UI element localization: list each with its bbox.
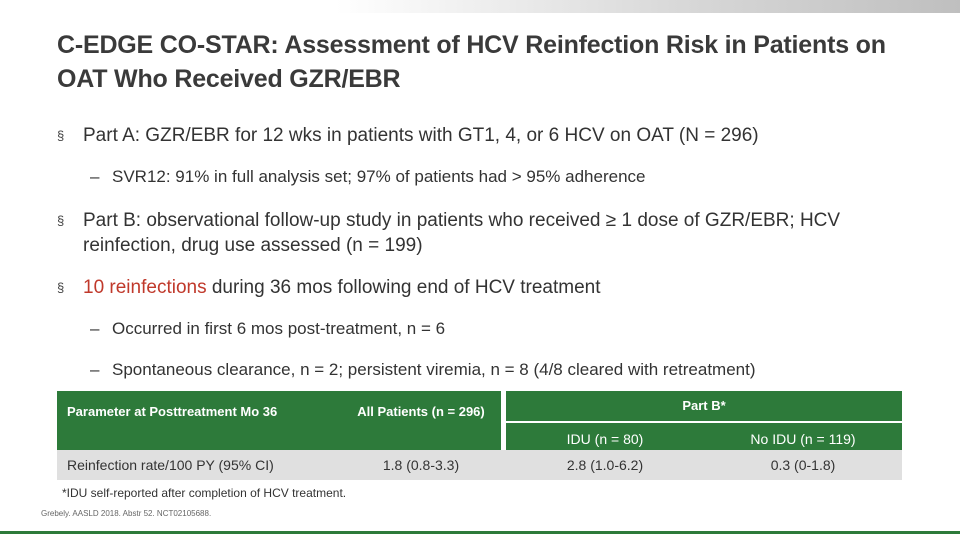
bullet-part-b-text: Part B: observational follow-up study in… (83, 210, 841, 256)
top-gradient-bar (0, 0, 960, 13)
cell-parameter: Reinfection rate/100 PY (95% CI) (67, 457, 274, 473)
reinfections-rest: during 36 mos following end of HCV treat… (206, 277, 601, 298)
cell-no-idu: 0.3 (0-1.8) (770, 457, 836, 473)
citation: Grebely. AASLD 2018. Abstr 52. NCT021056… (41, 509, 212, 518)
slide-title: C-EDGE CO-STAR: Assessment of HCV Reinfe… (57, 31, 886, 93)
dash-marker: – (90, 167, 100, 186)
sub-bullet-spontaneous-text: Spontaneous clearance, n = 2; persistent… (112, 360, 756, 379)
cell-idu: 2.8 (1.0-6.2) (566, 457, 644, 473)
reinfection-table: Parameter at Posttreatment Mo 36 All Pat… (57, 391, 902, 480)
footnote: *IDU self-reported after completion of H… (62, 486, 347, 500)
bullet-marker: § (57, 213, 65, 228)
sub-bullet-spontaneous: – Spontaneous clearance, n = 2; persisten… (90, 359, 756, 381)
bullet-marker: § (57, 280, 65, 295)
header-idu: IDU (n = 80) (506, 421, 704, 450)
bullet-part-a: § Part A: GZR/EBR for 12 wks in patients… (57, 123, 927, 148)
bottom-accent-bar (0, 531, 960, 534)
header-no-idu: No IDU (n = 119) (704, 421, 902, 450)
bullet-part-b: § Part B: observational follow-up study … (57, 208, 927, 258)
bullet-part-a-text: Part A: GZR/EBR for 12 wks in patients w… (83, 125, 759, 146)
sub-bullet-occurred: – Occurred in first 6 mos post-treatment,… (90, 318, 445, 340)
header-parameter: Parameter at Posttreatment Mo 36 (57, 391, 341, 450)
reinfections-highlight: 10 reinfections (83, 277, 207, 298)
dash-marker: – (90, 360, 100, 379)
header-all-patients: All Patients (n = 296) (341, 391, 501, 450)
bullet-reinfections: § 10 reinfections during 36 mos followin… (57, 275, 927, 300)
header-part-b: Part B* (506, 391, 902, 421)
cell-all-patients: 1.8 (0.8-3.3) (382, 457, 460, 473)
bullet-reinfections-text: 10 reinfections during 36 mos following … (57, 275, 927, 300)
bullet-marker: § (57, 128, 65, 143)
dash-marker: – (90, 319, 100, 338)
sub-bullet-svr12: – SVR12: 91% in full analysis set; 97% of… (90, 166, 645, 188)
sub-bullet-svr12-text: SVR12: 91% in full analysis set; 97% of … (112, 167, 646, 186)
sub-bullet-occurred-text: Occurred in first 6 mos post-treatment, … (112, 319, 446, 338)
table-row: Reinfection rate/100 PY (95% CI) 1.8 (0.… (57, 450, 902, 480)
